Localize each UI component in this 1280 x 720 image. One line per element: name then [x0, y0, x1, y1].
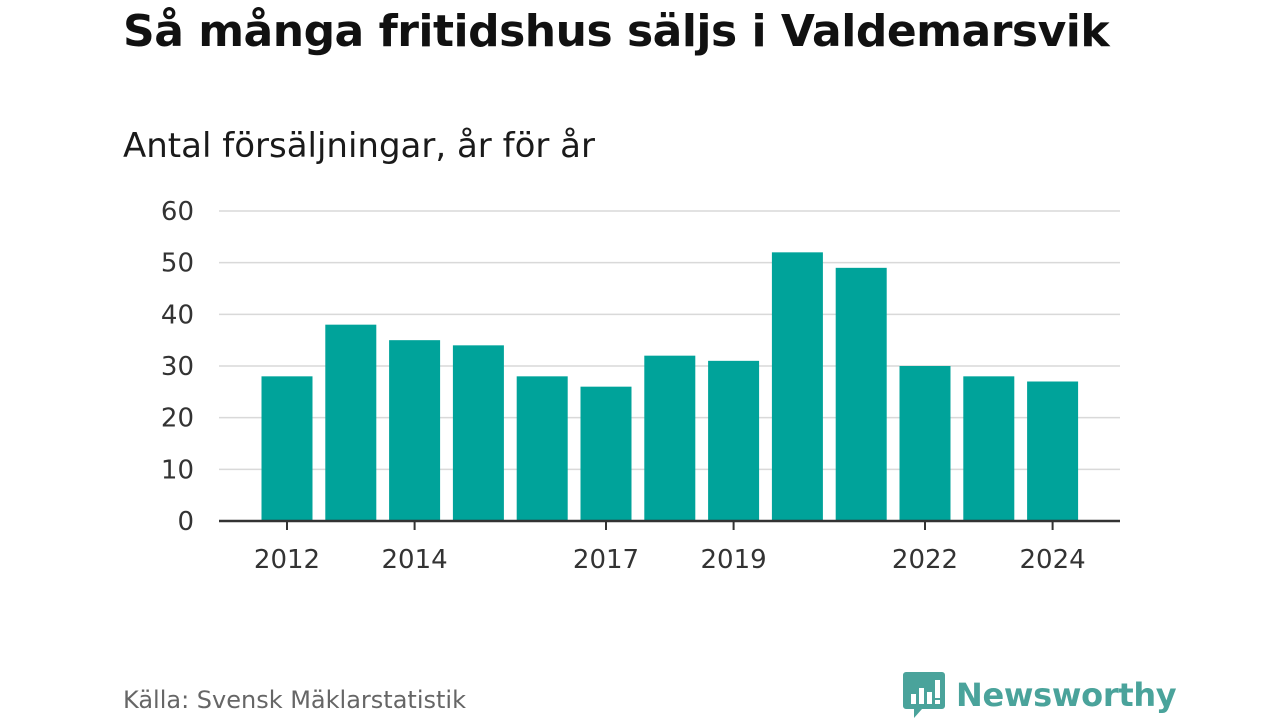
bar-chart-speech-bubble-icon: [903, 672, 945, 718]
x-tick-label: 2014: [382, 545, 448, 575]
bar-2014: [389, 340, 441, 521]
bar-2015: [452, 345, 504, 521]
bar-2012: [261, 376, 313, 521]
x-tick-label: 2022: [892, 545, 958, 575]
bar-2016: [516, 376, 568, 521]
chart-subtitle: Antal försäljningar, år för år: [123, 126, 595, 166]
bar-2018: [644, 355, 696, 521]
bars: [261, 252, 1079, 522]
bar-2021: [835, 267, 887, 521]
newsworthy-logo: Newsworthy: [902, 670, 1177, 720]
y-tick-label: 50: [161, 249, 194, 279]
y-tick-label: 10: [161, 455, 194, 485]
bar-2022: [899, 366, 951, 521]
x-tick-label: 2019: [701, 545, 767, 575]
bar-2020: [771, 252, 823, 522]
bar-2017: [580, 386, 632, 521]
x-tick-label: 2017: [573, 545, 639, 575]
bar-2013: [325, 324, 377, 521]
brand-name: Newsworthy: [956, 676, 1177, 714]
y-tick-label: 0: [177, 507, 194, 537]
y-tick-label: 20: [161, 404, 194, 434]
bar-2019: [708, 360, 760, 521]
y-tick-label: 60: [161, 197, 194, 227]
y-tick-label: 40: [161, 300, 194, 330]
y-tick-label: 30: [161, 352, 194, 382]
chart-title: Så många fritidshus säljs i Valdemarsvik: [123, 6, 1110, 57]
x-tick-label: 2024: [1020, 545, 1086, 575]
x-tick-label: 2012: [254, 545, 320, 575]
bar-2024: [1027, 381, 1079, 521]
source-note: Källa: Svensk Mäklarstatistik: [123, 686, 466, 714]
x-axis-ticks: 2012 2014 2017 2019 2022 2024: [254, 521, 1086, 575]
y-axis-ticks: 0 10 20 30 40 50 60: [161, 197, 194, 537]
bar-2023: [963, 376, 1015, 521]
